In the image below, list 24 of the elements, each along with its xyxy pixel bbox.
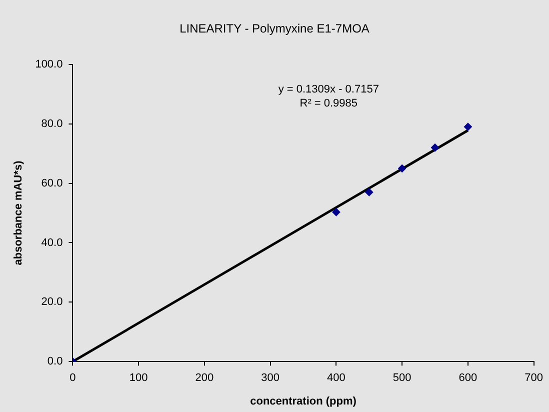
- point: [365, 188, 374, 196]
- point: [332, 208, 340, 216]
- x-tick-label: 500: [392, 372, 412, 384]
- x-axis-title: concentration (ppm): [250, 395, 357, 408]
- x-tick-label: 0: [70, 372, 76, 384]
- x-tick-label: 600: [458, 372, 478, 384]
- chart-title: LINEARITY - Polymyxine E1-7MOA: [180, 22, 370, 36]
- point: [464, 122, 472, 131]
- y-tick-label: 100.0: [35, 58, 63, 70]
- point: [431, 144, 440, 152]
- y-tick-label: 20.0: [41, 296, 63, 308]
- y-tick-label: 0.0: [47, 356, 63, 368]
- x-tick-label: 300: [261, 372, 280, 384]
- x-tick-label: 400: [327, 372, 346, 384]
- annotation: R² = 0.9985: [300, 97, 358, 110]
- x-tick-label: 200: [195, 372, 214, 384]
- y-axis-title: absorbance mAU*s): [12, 160, 25, 266]
- y-tick-label: 80.0: [41, 118, 63, 130]
- y-tick-label: 60.0: [41, 177, 63, 190]
- x-tick-label: 700: [524, 372, 544, 384]
- point: [398, 164, 406, 172]
- y-tick-label: 40.0: [41, 236, 63, 249]
- x-tick-label: 100: [129, 372, 148, 384]
- annotation: y = 0.1309x - 0.7157: [278, 83, 379, 96]
